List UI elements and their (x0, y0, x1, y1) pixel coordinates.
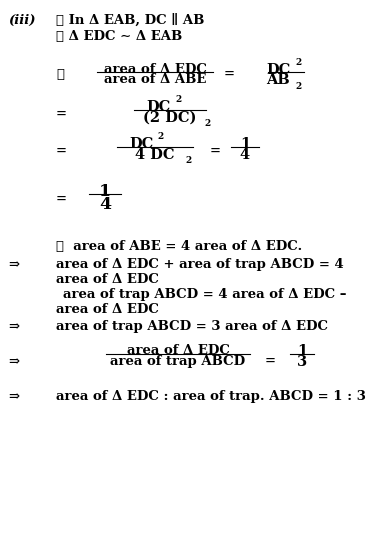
Text: 1: 1 (99, 183, 111, 200)
Text: AB: AB (266, 73, 290, 87)
Text: DC: DC (146, 100, 170, 114)
Text: ⇒: ⇒ (8, 320, 19, 333)
Text: area of Δ EDC + area of trap ABCD = 4: area of Δ EDC + area of trap ABCD = 4 (56, 258, 344, 271)
Text: =: = (265, 355, 276, 368)
Text: 3: 3 (297, 355, 307, 369)
Text: DC: DC (266, 63, 290, 77)
Text: 2: 2 (295, 82, 301, 91)
Text: 4: 4 (99, 196, 111, 213)
Text: area of Δ EDC : area of trap. ABCD = 1 : 3: area of Δ EDC : area of trap. ABCD = 1 :… (56, 390, 366, 403)
Text: ∴ In Δ EAB, DC ∥ AB: ∴ In Δ EAB, DC ∥ AB (56, 14, 204, 27)
Text: area of Δ EDC: area of Δ EDC (56, 273, 159, 286)
Text: 2: 2 (157, 132, 163, 141)
Text: (iii): (iii) (8, 14, 35, 27)
Text: =: = (56, 193, 67, 206)
Text: area of Δ EDC: area of Δ EDC (104, 63, 206, 76)
Text: DC: DC (129, 137, 153, 151)
Text: 4: 4 (240, 148, 250, 162)
Text: ⇒: ⇒ (8, 390, 19, 403)
Text: 2: 2 (204, 119, 210, 128)
Text: =: = (210, 145, 221, 158)
Text: ⇒: ⇒ (8, 355, 19, 368)
Text: area of trap ABCD: area of trap ABCD (110, 355, 245, 368)
Text: 2: 2 (185, 156, 191, 165)
Text: area of Δ EDC: area of Δ EDC (56, 303, 159, 316)
Text: area of Δ ABE: area of Δ ABE (104, 73, 206, 86)
Text: area of Δ EDC: area of Δ EDC (127, 344, 230, 357)
Text: 1: 1 (297, 344, 307, 358)
Text: ∴  area of ABE = 4 area of Δ EDC.: ∴ area of ABE = 4 area of Δ EDC. (56, 240, 302, 253)
Text: 1: 1 (240, 137, 250, 151)
Text: ∴ Δ EDC ∼ Δ EAB: ∴ Δ EDC ∼ Δ EAB (56, 30, 182, 43)
Text: 4 DC: 4 DC (135, 148, 175, 162)
Text: area of trap ABCD = 4 area of Δ EDC –: area of trap ABCD = 4 area of Δ EDC – (63, 288, 346, 301)
Text: ⇒: ⇒ (8, 258, 19, 271)
Text: =: = (224, 68, 235, 81)
Text: =: = (56, 108, 67, 121)
Text: 2: 2 (295, 58, 301, 67)
Text: =: = (56, 145, 67, 158)
Text: ∴: ∴ (56, 68, 64, 81)
Text: area of trap ABCD = 3 area of Δ EDC: area of trap ABCD = 3 area of Δ EDC (56, 320, 328, 333)
Text: (2 DC): (2 DC) (143, 111, 197, 125)
Text: 2: 2 (175, 95, 181, 104)
